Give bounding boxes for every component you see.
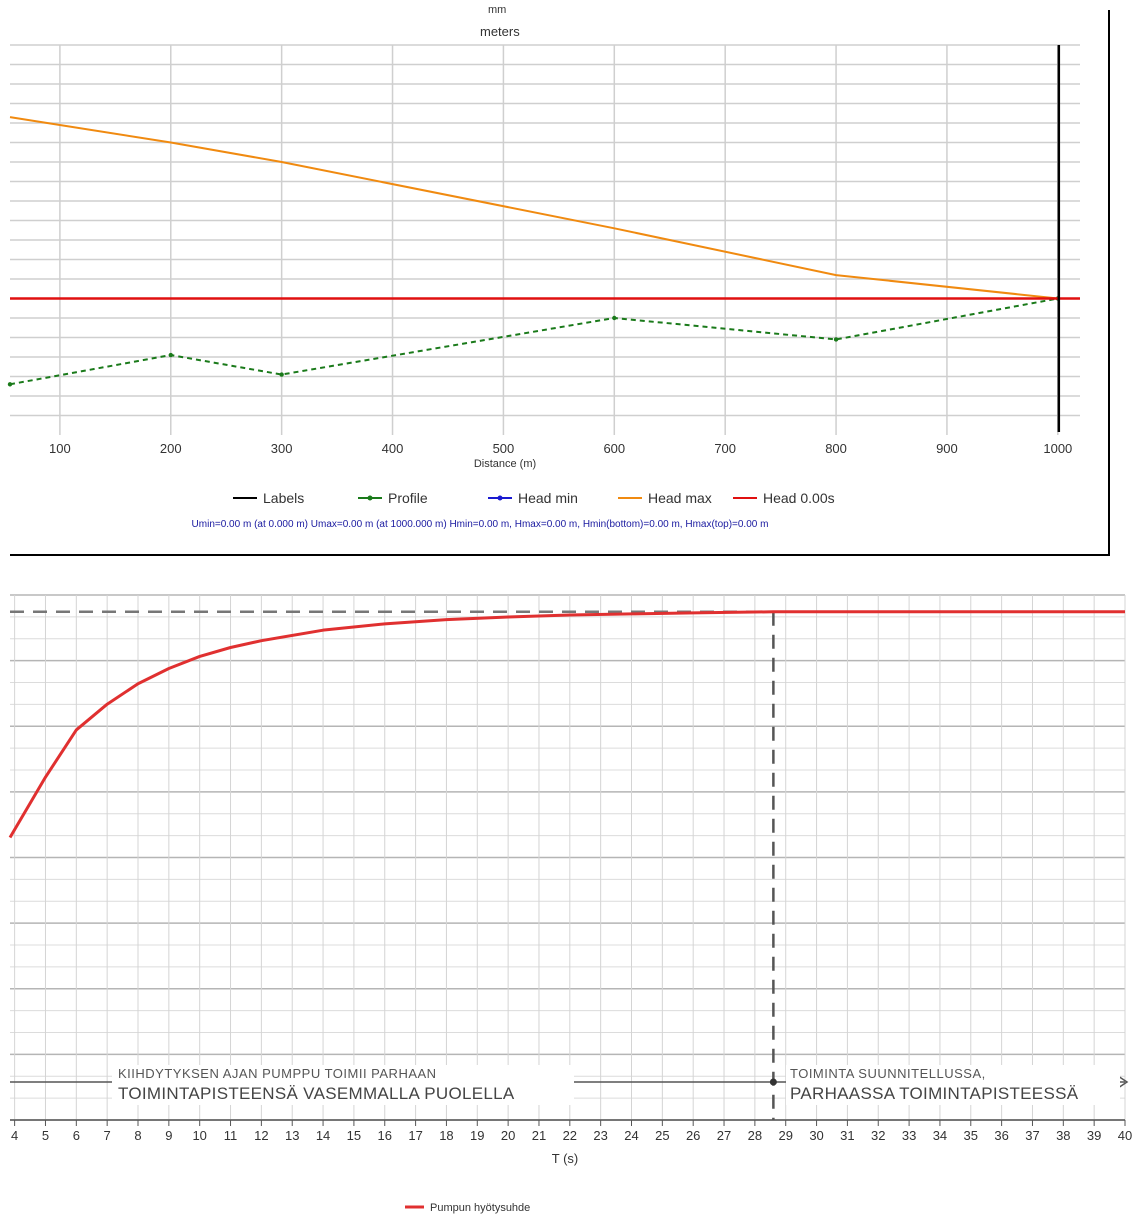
legend-label-head-max: Head max [648,490,712,506]
divider-marker [769,1078,777,1086]
series-point-profile [279,372,284,377]
top-chart-note: Umin=0.00 m (at 0.000 m) Umax=0.00 m (at… [192,519,769,530]
legend-marker-head-min [497,495,503,501]
annotation-left-line1: KIIHDYTYKSEN AJAN PUMPPU TOIMII PARHAAN [118,1066,437,1081]
top-x-tick-label: 300 [271,441,293,456]
annotation-left-line2: TOIMINTAPISTEENSÄ VASEMMALLA PUOLELLA [118,1084,515,1103]
bottom-x-tick-label: 5 [42,1128,49,1143]
bottom-x-tick-label: 22 [563,1128,577,1143]
bottom-x-tick-label: 26 [686,1128,700,1143]
top-x-tick-label: 500 [493,441,515,456]
bottom-x-tick-label: 10 [192,1128,206,1143]
bottom-x-tick-label: 35 [964,1128,978,1143]
top-chart-x-axis-label: Distance (m) [474,458,536,470]
top-chart-legend: Labels Profile Head min Head max Head 0.00s [233,490,835,506]
bottom-x-tick-label: 33 [902,1128,916,1143]
bottom-chart-x-ticks: 4 5 6 7 8 9 10 11 12 13 14 15 16 17 18 19 20 21 22 23 24 25 26… [11,1120,1132,1143]
annotation-right-line2: PARHAASSA TOIMINTAPISTEESSÄ [790,1084,1079,1103]
legend-label-head-min: Head min [518,490,578,506]
top-chart-title: mm [488,4,506,16]
bottom-chart-series [8,610,1125,1120]
bottom-x-tick-label: 16 [378,1128,392,1143]
bottom-x-tick-label: 28 [748,1128,762,1143]
bottom-x-tick-label: 23 [593,1128,607,1143]
top-x-tick-label: 900 [936,441,958,456]
top-chart-grid [10,44,1080,435]
bottom-x-tick-label: 24 [624,1128,638,1143]
legend-label-labels: Labels [263,490,304,506]
bottom-x-tick-label: 12 [254,1128,268,1143]
legend-label-pumpun-hyotysuhde: Pumpun hyötysuhde [430,1202,530,1214]
bottom-x-tick-label: 37 [1025,1128,1039,1143]
top-chart-series [7,45,1080,432]
bottom-chart-annotations: KIIHDYTYKSEN AJAN PUMPPU TOIMII PARHAAN … [10,1065,1129,1105]
top-x-tick-label: 600 [603,441,625,456]
legend-label-profile: Profile [388,490,428,506]
top-chart-subtitle: meters [480,24,520,39]
top-chart: mm meters 100 200 300 400 500 600 700 800 900 100… [7,4,1110,556]
bottom-x-tick-label: 14 [316,1128,330,1143]
bottom-x-tick-label: 21 [532,1128,546,1143]
bottom-x-tick-label: 18 [439,1128,453,1143]
bottom-chart-panel: KIIHDYTYKSEN AJAN PUMPPU TOIMII PARHAAN … [0,575,1140,1216]
legend-marker-profile [367,495,373,501]
bottom-x-tick-label: 7 [104,1128,111,1143]
top-x-tick-label: 100 [49,441,71,456]
bottom-x-tick-label: 27 [717,1128,731,1143]
bottom-x-tick-label: 31 [840,1128,854,1143]
annotation-left-bg [112,1065,574,1105]
bottom-x-tick-label: 30 [809,1128,823,1143]
bottom-chart: KIIHDYTYKSEN AJAN PUMPPU TOIMII PARHAAN … [8,594,1132,1214]
bottom-x-tick-label: 17 [408,1128,422,1143]
bottom-x-tick-label: 32 [871,1128,885,1143]
bottom-x-tick-label: 15 [347,1128,361,1143]
top-x-tick-label: 800 [825,441,847,456]
bottom-x-tick-label: 29 [778,1128,792,1143]
series-point-profile [168,352,173,358]
annotation-arrow-head [1117,1075,1129,1089]
bottom-chart-grid [10,594,1126,1121]
top-x-tick-label: 700 [714,441,736,456]
bottom-chart-legend: Pumpun hyötysuhde [405,1202,530,1214]
bottom-x-tick-label: 11 [224,1128,238,1143]
series-line-pumpun-hy-tysuhde [8,610,1125,839]
legend-label-head-0-00s: Head 0.00s [763,490,835,506]
annotation-right-bg [786,1065,1120,1105]
bottom-x-tick-label: 19 [470,1128,484,1143]
series-point-profile [612,315,617,321]
bottom-x-tick-label: 13 [285,1128,299,1143]
bottom-x-tick-label: 40 [1118,1128,1132,1143]
annotation-right-line1: TOIMINTA SUUNNITELLUSSA, [790,1066,986,1081]
bottom-chart-x-axis-label: T (s) [552,1151,578,1166]
series-point-profile [833,337,839,342]
series-point-profile [7,382,13,387]
bottom-x-tick-label: 36 [994,1128,1008,1143]
series-line-head-max [9,116,1058,300]
bottom-x-tick-label: 20 [501,1128,515,1143]
top-x-tick-label: 1000 [1043,441,1072,456]
bottom-x-tick-label: 6 [73,1128,80,1143]
bottom-x-tick-label: 4 [11,1128,18,1143]
bottom-x-tick-label: 34 [933,1128,947,1143]
bottom-x-tick-label: 9 [165,1128,172,1143]
top-x-tick-label: 400 [382,441,404,456]
top-chart-x-ticks: 100 200 300 400 500 600 700 800 900 1000 [49,441,1072,456]
top-x-tick-label: 200 [160,441,182,456]
bottom-x-tick-label: 39 [1087,1128,1101,1143]
bottom-x-tick-label: 25 [655,1128,669,1143]
top-chart-panel: mm meters 100 200 300 400 500 600 700 800 900 100… [0,0,1140,570]
bottom-x-tick-label: 38 [1056,1128,1070,1143]
bottom-x-tick-label: 8 [134,1128,141,1143]
series-line-profile [9,297,1059,386]
